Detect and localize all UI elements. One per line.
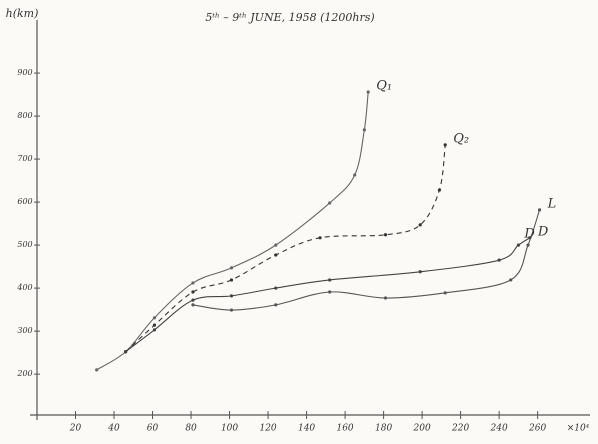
point	[229, 294, 234, 298]
y-tick-label: 400	[16, 283, 32, 292]
point	[152, 328, 157, 332]
annotation: D	[523, 226, 535, 241]
point	[95, 368, 99, 372]
line	[96, 91, 369, 371]
point	[191, 290, 195, 294]
line	[192, 209, 541, 311]
y-tick-label: 600	[17, 197, 32, 206]
x-tick-label: 240	[490, 424, 508, 434]
x-tick-label: 220	[451, 424, 469, 434]
point	[328, 201, 332, 205]
point	[362, 128, 366, 132]
line	[125, 237, 531, 353]
point	[274, 286, 278, 290]
series-label: D	[537, 224, 549, 239]
point	[328, 290, 332, 294]
point	[274, 243, 278, 247]
series-label: L	[547, 196, 557, 211]
point	[443, 291, 447, 295]
x-tick-label: 20	[69, 424, 82, 434]
point	[274, 303, 278, 307]
line	[125, 144, 446, 353]
x-axis-label: ×10⁴	[567, 424, 590, 434]
point	[191, 303, 195, 307]
point	[229, 266, 234, 270]
series-label: Q₁	[376, 78, 392, 93]
point	[443, 143, 447, 147]
x-tick-label: 180	[375, 424, 392, 434]
point	[191, 281, 195, 285]
point	[328, 278, 332, 282]
point	[274, 253, 278, 257]
point	[383, 233, 388, 237]
x-tick-label: 60	[147, 424, 159, 434]
point	[366, 90, 370, 94]
series-label: Q₂	[453, 131, 469, 146]
y-tick-label: 700	[17, 154, 32, 163]
point	[516, 243, 520, 247]
point	[152, 323, 157, 327]
point	[191, 298, 195, 302]
x-tick-label: 100	[221, 424, 238, 434]
point	[229, 278, 234, 282]
x-tick-label: 80	[185, 424, 197, 434]
y-tick-label: 300	[17, 326, 32, 335]
point	[418, 223, 422, 227]
x-tick-label: 40	[107, 424, 120, 434]
y-axis-label: h(km)	[6, 7, 39, 20]
point	[383, 296, 388, 300]
point	[509, 278, 513, 282]
point	[229, 308, 234, 312]
point	[526, 243, 530, 247]
x-tick-label: 160	[336, 424, 353, 434]
point	[437, 188, 442, 192]
chart-title: 5ᵗʰ – 9ᵗʰ JUNE, 1958 (1200hrs)	[205, 11, 374, 24]
point	[497, 258, 501, 262]
y-tick-label: 800	[17, 111, 32, 120]
y-tick-label: 200	[16, 369, 32, 378]
x-tick-label: 260	[528, 424, 546, 434]
x-tick-label: 200	[413, 424, 431, 434]
point	[123, 350, 128, 354]
x-tick-label: 140	[298, 424, 315, 434]
x-tick-label: 120	[259, 424, 276, 434]
point	[353, 173, 357, 177]
y-tick-label: 900	[17, 68, 32, 77]
point	[537, 208, 542, 212]
point	[318, 236, 322, 240]
point	[418, 270, 422, 274]
y-tick-label: 500	[17, 240, 32, 249]
point	[152, 316, 157, 320]
